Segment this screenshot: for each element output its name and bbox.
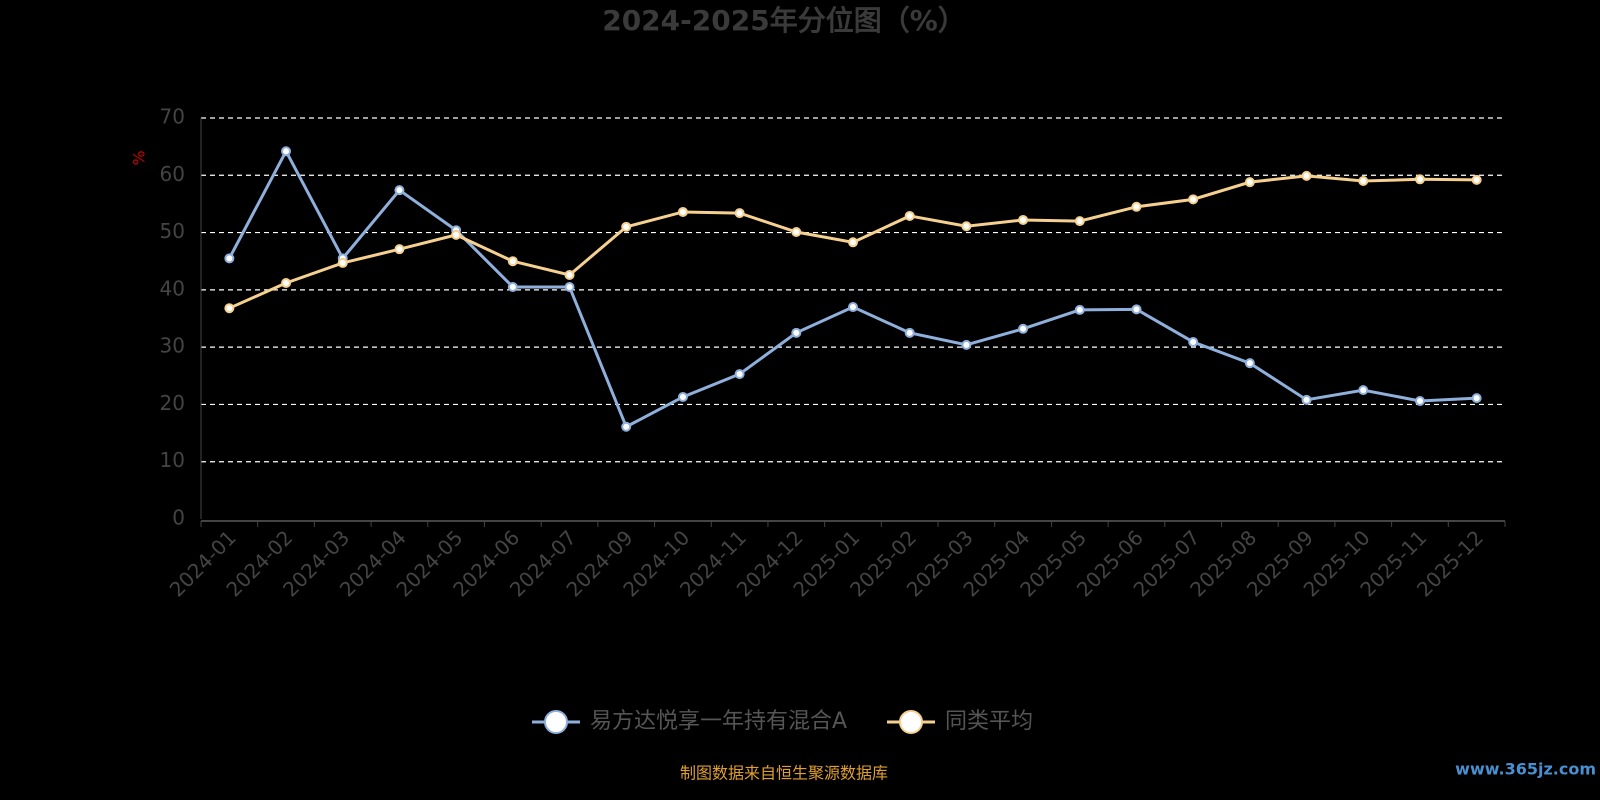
y-axis-label: % [130, 150, 149, 165]
y-tick-label: 0 [172, 506, 185, 530]
data-point [564, 281, 575, 292]
data-point [224, 253, 235, 264]
data-point [1131, 304, 1142, 315]
y-tick-label: 70 [160, 105, 185, 129]
data-point [1471, 393, 1482, 404]
data-point [1188, 194, 1199, 205]
data-point [1358, 385, 1369, 396]
data-point [281, 277, 292, 288]
data-point [394, 185, 405, 196]
legend-marker [899, 710, 923, 734]
data-point [1018, 323, 1029, 334]
data-point [1301, 394, 1312, 405]
legend-label: 易方达悦享一年持有混合A [590, 709, 847, 734]
data-point [734, 208, 745, 219]
data-point [507, 256, 518, 267]
data-point [791, 327, 802, 338]
data-point [677, 206, 688, 217]
data-point [1244, 358, 1255, 369]
y-tick-label: 20 [160, 391, 185, 415]
data-point [1244, 177, 1255, 188]
legend-label: 同类平均 [945, 709, 1033, 734]
data-point [1188, 336, 1199, 347]
data-point [281, 146, 292, 157]
y-tick-label: 30 [160, 334, 185, 358]
chart-title: 2024-2025年分位图（%） [602, 4, 966, 37]
data-point [507, 281, 518, 292]
data-point [1131, 201, 1142, 212]
data-point [848, 237, 858, 248]
y-tick-label: 50 [160, 219, 185, 243]
watermark: www.365jz.com [1455, 760, 1596, 779]
data-point [224, 303, 235, 314]
data-point [1018, 214, 1029, 225]
data-point [734, 369, 745, 380]
data-point [394, 244, 405, 255]
data-point [1414, 174, 1425, 185]
data-point [621, 421, 632, 432]
source-note: 制图数据来自恒生聚源数据库 [680, 764, 888, 783]
data-point [1301, 170, 1312, 181]
data-point [564, 269, 575, 280]
data-point [1471, 174, 1482, 185]
data-point [1074, 304, 1085, 315]
data-point [1414, 395, 1425, 406]
data-point [621, 221, 632, 232]
y-tick-label: 40 [160, 276, 185, 300]
data-point [1074, 216, 1085, 227]
data-point [904, 327, 915, 338]
legend-marker [544, 710, 568, 734]
y-tick-label: 10 [160, 448, 185, 472]
data-point [848, 302, 858, 313]
data-point [451, 229, 462, 240]
data-point [961, 339, 972, 350]
y-tick-label: 60 [160, 162, 185, 186]
data-point [1358, 176, 1369, 187]
data-point [961, 221, 972, 232]
data-point [337, 257, 348, 268]
data-point [791, 226, 802, 237]
data-point [904, 210, 915, 221]
data-point [677, 391, 688, 402]
